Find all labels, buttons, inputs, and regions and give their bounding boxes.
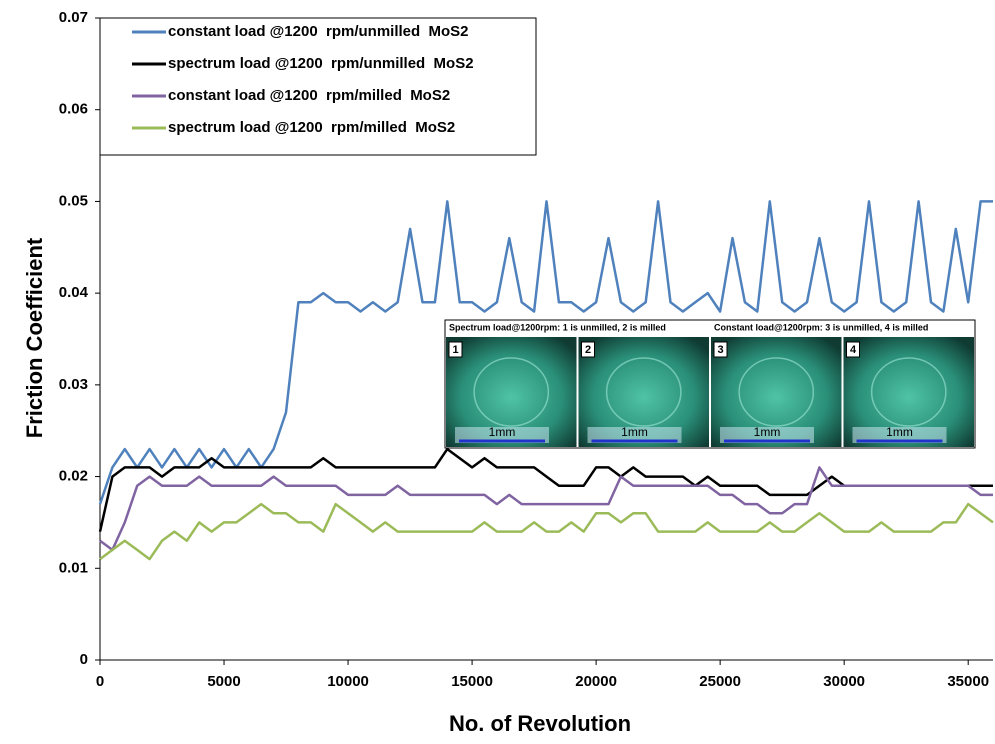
y-tick-label: 0.05 bbox=[59, 192, 88, 209]
legend-label: spectrum load @1200 rpm/unmilled MoS2 bbox=[168, 55, 474, 72]
legend-label: constant load @1200 rpm/unmilled MoS2 bbox=[168, 23, 469, 40]
series-line bbox=[100, 467, 993, 550]
x-axis-title: No. of Revolution bbox=[449, 711, 631, 736]
series-line bbox=[100, 504, 993, 559]
inset-label: 1 bbox=[452, 344, 458, 356]
inset-label: 2 bbox=[585, 344, 591, 356]
x-tick-label: 20000 bbox=[575, 673, 617, 690]
chart: Friction Coefficient No. of Revolution 0… bbox=[0, 0, 995, 744]
inset-scale-label: 1mm bbox=[621, 425, 648, 439]
inset-scale-label: 1mm bbox=[886, 425, 913, 439]
legend-label: constant load @1200 rpm/milled MoS2 bbox=[168, 87, 450, 104]
legend-label: spectrum load @1200 rpm/milled MoS2 bbox=[168, 119, 455, 136]
x-tick-label: 0 bbox=[96, 673, 104, 690]
x-tick-label: 10000 bbox=[327, 673, 369, 690]
x-tick-label: 15000 bbox=[451, 673, 493, 690]
x-tick-label: 5000 bbox=[207, 673, 240, 690]
inset-caption: Spectrum load@1200rpm: 1 is unmilled, 2 … bbox=[449, 322, 666, 332]
y-tick-label: 0.03 bbox=[59, 376, 88, 393]
inset-label: 4 bbox=[850, 344, 857, 356]
x-tick-label: 35000 bbox=[947, 673, 989, 690]
series-line bbox=[100, 449, 993, 531]
inset-label: 3 bbox=[717, 344, 723, 356]
inset-scale-label: 1mm bbox=[489, 425, 516, 439]
y-axis-title: Friction Coefficient bbox=[22, 237, 47, 438]
y-tick-label: 0.06 bbox=[59, 101, 88, 118]
inset-scale-label: 1mm bbox=[754, 425, 781, 439]
x-tick-label: 30000 bbox=[823, 673, 865, 690]
y-tick-label: 0.02 bbox=[59, 468, 88, 485]
y-tick-label: 0.04 bbox=[59, 284, 89, 301]
y-tick-label: 0.07 bbox=[59, 9, 88, 26]
y-tick-label: 0.01 bbox=[59, 559, 88, 576]
x-tick-label: 25000 bbox=[699, 673, 741, 690]
inset-caption: Constant load@1200rpm: 3 is unmilled, 4 … bbox=[714, 322, 928, 332]
y-tick-label: 0 bbox=[80, 651, 88, 668]
